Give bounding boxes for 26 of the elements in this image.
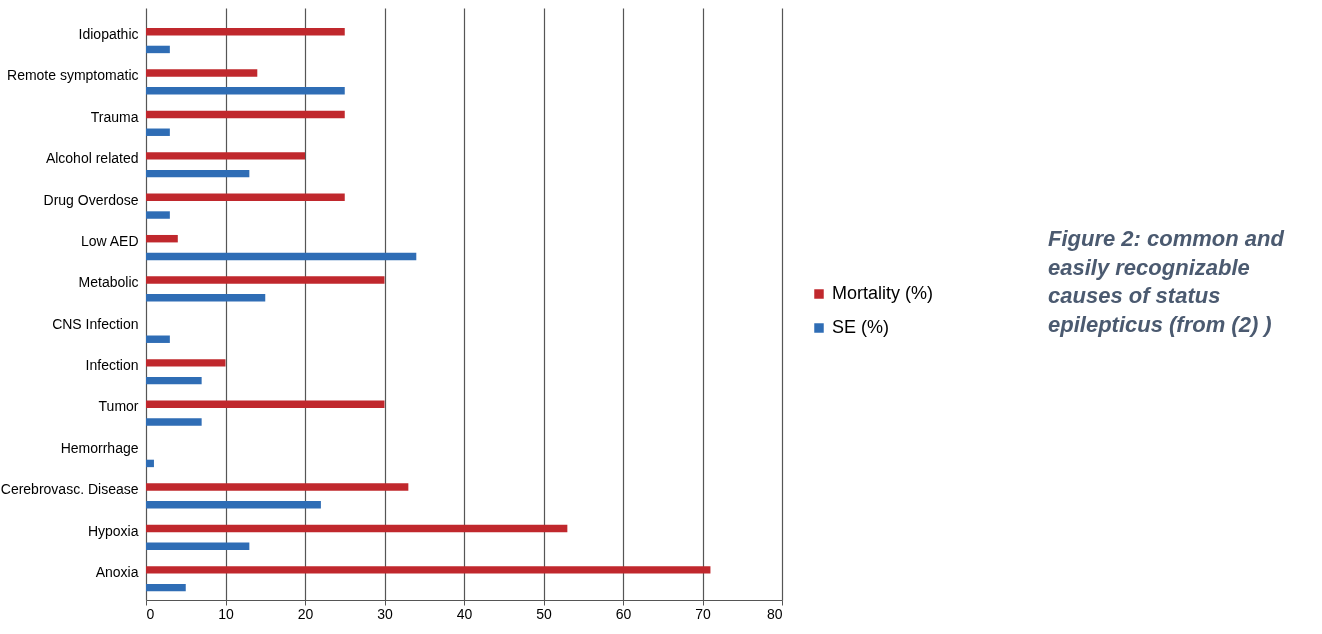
x-tick-label: 80 [766,605,783,622]
y-tick-label: Hemorrhage [60,439,139,456]
y-tick-label: Hypoxia [87,522,139,539]
y-tick-label: Cerebrovasc. Disease [0,481,139,498]
x-tick-label: 50 [536,605,552,622]
y-tick-label: CNS Infection [52,315,139,332]
x-tick-label: 0 [146,605,155,622]
x-tick-label: 70 [695,605,711,622]
y-tick-label: Remote symptomatic [7,67,139,84]
y-tick-label: Low AED [80,232,139,249]
legend-label: SE (%) [832,317,890,337]
y-tick-label: Infection [85,357,139,374]
y-tick-label: Drug Overdose [43,191,139,208]
x-tick-label: 60 [615,605,632,622]
y-tick-label: Tumor [98,398,139,415]
x-tick-label: 20 [297,605,314,622]
y-tick-label: Alcohol related [45,150,139,167]
y-tick-label: Idiopathic [78,25,139,42]
y-tick-label: Metabolic [78,274,139,291]
x-tick-label: 40 [456,605,473,622]
y-tick-label: Trauma [90,108,139,125]
caption: Figure 2: common and easily recognizable causes of status epilepticus (from (2) ) [1048,225,1286,339]
y-tick-label: Anoxia [95,564,139,581]
legend-label: Mortality (%) [832,283,934,303]
x-tick-label: 30 [377,605,393,622]
x-tick-label: 10 [218,605,234,622]
